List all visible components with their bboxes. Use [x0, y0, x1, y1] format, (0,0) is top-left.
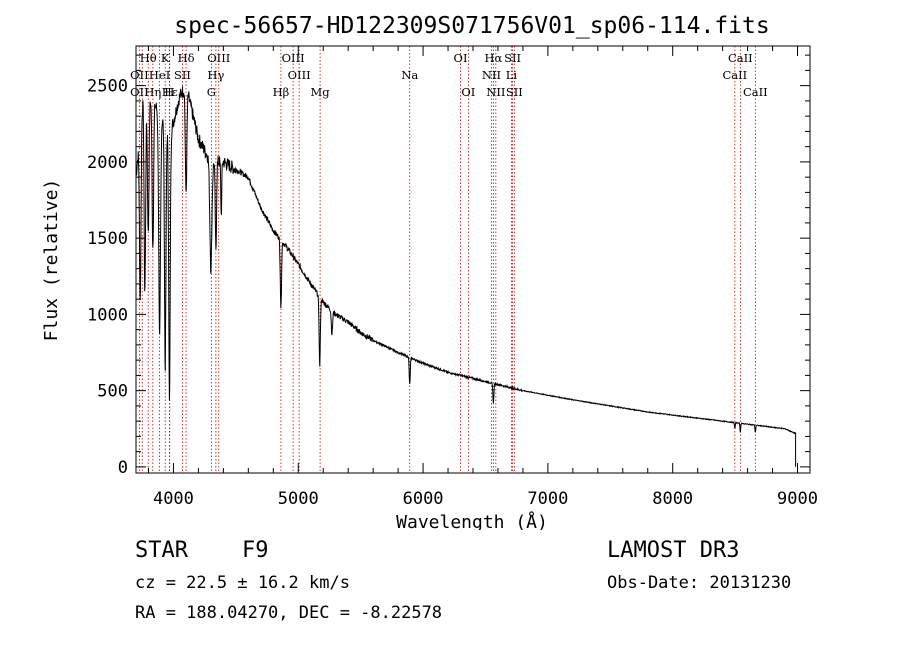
- y-tick-label: 2000: [87, 153, 128, 173]
- spectrum-line: [135, 86, 797, 467]
- y-axis-label: Flux (relative): [41, 179, 62, 342]
- annotation-label: SII: [504, 51, 521, 65]
- x-tick-label: 4000: [153, 489, 194, 509]
- annotation-label: Hα: [484, 51, 502, 65]
- x-tick-label: 6000: [403, 489, 444, 509]
- annotation-label: NII: [486, 85, 505, 99]
- coordinates: RA = 188.04270, DEC = -8.22578: [135, 603, 443, 623]
- annotation-label: Hδ: [178, 51, 195, 65]
- y-tick-label: 0: [118, 458, 128, 478]
- survey-name: LAMOST DR3: [607, 538, 740, 563]
- annotation-label: OIII: [288, 68, 311, 82]
- annotation-label: SII: [506, 85, 523, 99]
- chart-title: spec-56657-HD122309S071756V01_sp06-114.f…: [174, 13, 769, 39]
- obs-date: Obs-Date: 20131230: [607, 573, 792, 593]
- annotation-label: CaII: [722, 68, 747, 82]
- annotation-label: OI: [454, 51, 468, 65]
- x-tick-label: 7000: [527, 489, 568, 509]
- annotation-label: Mg: [311, 85, 331, 99]
- annotation-label: NII: [482, 68, 501, 82]
- y-axis: 0 500 1000 1500 2000 2500: [87, 54, 810, 478]
- annotation-label: OIII: [282, 51, 305, 65]
- spectrum-chart: spec-56657-HD122309S071756V01_sp06-114.f…: [41, 13, 818, 530]
- annotation-label: Hθ: [140, 51, 157, 65]
- x-axis: 4000 5000 6000 7000 8000 9000: [147, 46, 818, 509]
- annotation-label: Hε: [162, 85, 178, 99]
- annotation-lines: [138, 46, 756, 473]
- annotation-label: SII: [174, 68, 191, 82]
- annotation-label: OII: [130, 85, 149, 99]
- x-tick-label: 8000: [652, 489, 693, 509]
- annotation-label: OI: [461, 85, 475, 99]
- subclass: F9: [242, 538, 269, 563]
- object-type: STAR: [135, 538, 188, 563]
- y-tick-label: 2500: [87, 77, 128, 97]
- x-axis-label: Wavelength (Å): [396, 511, 548, 530]
- annotation-label: Hβ: [273, 85, 290, 99]
- x-tick-label: 5000: [278, 489, 319, 509]
- annotation-label: HeI: [149, 68, 170, 82]
- y-tick-label: 1500: [87, 229, 128, 249]
- annotation-label: H: [164, 85, 174, 99]
- y-tick-label: 500: [97, 382, 128, 402]
- annotation-label: Hη: [144, 85, 161, 99]
- annotation-label: K: [161, 51, 170, 65]
- y-tick-label: 1000: [87, 305, 128, 325]
- annotation-label: CaII: [743, 85, 768, 99]
- annotation-label: OIII: [207, 51, 230, 65]
- annotation-label: CaII: [728, 51, 753, 65]
- redshift-info: cz = 22.5 ± 16.2 km/s: [135, 573, 350, 593]
- annotation-label: OII: [130, 68, 149, 82]
- x-tick-label: 9000: [777, 489, 818, 509]
- annotation-label: Hγ: [207, 68, 224, 82]
- plot-frame: [135, 45, 811, 474]
- annotation-label: G: [207, 85, 216, 99]
- annotation-label: Na: [401, 68, 418, 82]
- annotation-label: Li: [506, 68, 518, 82]
